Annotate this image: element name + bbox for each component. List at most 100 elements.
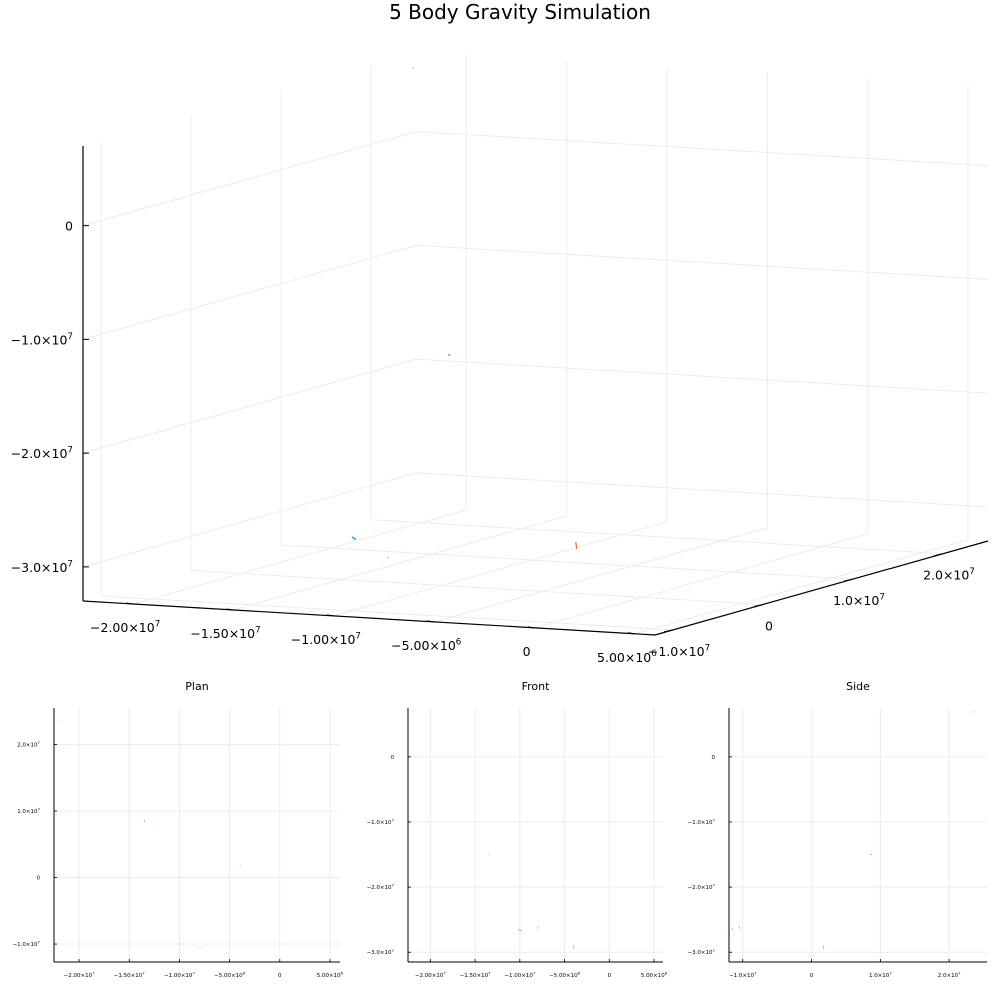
x-axis-line xyxy=(82,600,656,636)
front-title: Front xyxy=(522,680,551,693)
side-y-tick-label-1-exponent: 7 xyxy=(713,883,716,888)
front-y-tick-label-1-exponent: 7 xyxy=(392,883,395,888)
z-grid-back-0 xyxy=(415,472,989,508)
x-grid-floor-3 xyxy=(434,527,768,623)
z-grid-back-3 xyxy=(415,131,989,167)
body-trail-3d-2 xyxy=(575,542,578,550)
plan-title: Plan xyxy=(185,680,208,693)
side-y-tick-label-0: −3.0×107 xyxy=(688,948,716,956)
z-grid-back-1 xyxy=(415,358,989,394)
x-tick-mark-1 xyxy=(226,608,234,611)
y-grid-floor-1 xyxy=(190,570,764,606)
y-tick-label-3: 2.0×107 xyxy=(923,567,975,583)
side-body-trail-4 xyxy=(972,711,975,713)
front-y-tick-label-0-exponent: 7 xyxy=(392,948,395,953)
front-body-trail-1 xyxy=(517,929,522,932)
front-x-tick-label-5-exponent: 6 xyxy=(665,971,668,976)
front-x-tick-label-2: −1.00×107 xyxy=(504,971,535,979)
figure-title: 5 Body Gravity Simulation xyxy=(389,0,651,24)
y-tick-mark-2 xyxy=(843,578,854,582)
plan-body-trail-4 xyxy=(58,719,60,721)
front-x-tick-label-5: 5.00×106 xyxy=(641,971,668,979)
y-tick-label-2-exponent: 7 xyxy=(879,592,885,602)
front-y-tick-label-1: −2.0×107 xyxy=(367,883,395,891)
front-x-tick-label-3-exponent: 6 xyxy=(578,971,581,976)
z-tick-label-0: −3.0×107 xyxy=(11,559,73,575)
front-x-tick-label-1-exponent: 7 xyxy=(488,971,491,976)
plan-y-tick-label-0-exponent: 7 xyxy=(38,940,41,945)
plan-y-tick-label-2-exponent: 7 xyxy=(38,807,41,812)
x-tick-mark-2 xyxy=(326,614,334,617)
front-y-tick-label-0: −3.0×107 xyxy=(367,948,395,956)
plan-y-tick-label-1: 0 xyxy=(37,876,41,882)
z-grid-side-2 xyxy=(82,244,417,340)
z-grid-back-2 xyxy=(415,244,989,280)
y-tick-mark-0 xyxy=(663,629,674,633)
front-y-tick-label-3: 0 xyxy=(391,755,395,761)
plan-x-tick-label-0: −2.00×107 xyxy=(64,971,95,979)
y-tick-label-0: −1.0×107 xyxy=(648,643,710,659)
plan-y-tick-label-0: −1.0×107 xyxy=(13,940,41,948)
y-grid-floor-2 xyxy=(280,544,854,580)
side-body-trail-2 xyxy=(822,944,825,950)
plan-y-tick-label-3-exponent: 7 xyxy=(38,740,41,745)
side-y-tick-label-3: 0 xyxy=(712,755,716,761)
front-x-tick-label-3: −5.00×106 xyxy=(549,971,580,979)
x-tick-label-3: −5.00×106 xyxy=(391,637,462,653)
y-axis-line xyxy=(654,540,989,636)
plan-panel: Plan −2.00×107 −1.50×107 −1.00×107 −5.00×106… xyxy=(13,680,344,979)
x-tick-label-0-exponent: 7 xyxy=(155,619,161,629)
side-y-tick-label-2-exponent: 7 xyxy=(713,817,716,822)
z-tick-label-0-exponent: 7 xyxy=(67,559,73,569)
main-3d-plot: −2.00×107 −1.50×107 −1.00×107 −5.00×106 0 5.0… xyxy=(11,54,989,665)
plan-x-tick-label-2: −1.00×107 xyxy=(164,971,195,979)
x-grid-floor-0 xyxy=(133,509,467,605)
x-tick-label-1: −1.50×107 xyxy=(190,625,260,641)
front-y-tick-label-2: −1.0×107 xyxy=(367,817,395,825)
side-x-tick-label-3: 2.0×107 xyxy=(938,971,961,979)
z-tick-label-2-exponent: 7 xyxy=(67,332,73,342)
y-tick-mark-3 xyxy=(933,553,944,557)
front-x-tick-label-4: 0 xyxy=(608,973,612,979)
side-x-tick-label-2: 1.0×107 xyxy=(869,971,892,979)
side-x-tick-label-0: −1.0×107 xyxy=(729,971,757,979)
x-grid-floor-1 xyxy=(233,515,567,611)
front-y-tick-label-2-exponent: 7 xyxy=(392,817,395,822)
x-tick-mark-5 xyxy=(627,632,636,635)
y-tick-label-1: 0 xyxy=(765,619,773,634)
x-tick-label-4: 0 xyxy=(523,644,531,659)
plan-x-tick-label-5-exponent: 6 xyxy=(341,971,344,976)
plan-y-tick-label-2: 1.0×107 xyxy=(17,807,40,815)
y-tick-label-2: 1.0×107 xyxy=(833,592,885,608)
plan-x-tick-label-4: 0 xyxy=(278,973,282,979)
z-grid-side-3 xyxy=(82,131,417,227)
plan-x-tick-label-0-exponent: 7 xyxy=(92,971,95,976)
plan-x-tick-label-1-exponent: 7 xyxy=(142,971,145,976)
plan-x-tick-label-5: 5.00×106 xyxy=(317,971,344,979)
front-panel: Front −2.00×107 −1.50×107 −1.00×107 −5.00×10… xyxy=(367,680,668,979)
front-x-tick-label-1: −1.50×107 xyxy=(460,971,491,979)
x-tick-label-5-exponent: 6 xyxy=(651,649,657,659)
y-tick-label-3-exponent: 7 xyxy=(969,567,975,577)
x-tick-label-1-exponent: 7 xyxy=(255,625,261,635)
x-tick-label-3-exponent: 6 xyxy=(456,637,462,647)
x-tick-label-2-exponent: 7 xyxy=(355,631,361,641)
z-tick-label-2: −1.0×107 xyxy=(11,332,73,348)
plan-y-tick-label-3: 2.0×107 xyxy=(17,740,40,748)
x-tick-mark-0 xyxy=(126,602,134,605)
plan-x-tick-label-3-exponent: 6 xyxy=(243,971,246,976)
x-tick-label-2: −1.00×107 xyxy=(291,631,361,647)
x-tick-label-5: 5.00×106 xyxy=(597,649,657,665)
x-tick-label-0: −2.00×107 xyxy=(90,619,160,635)
x-tick-mark-3 xyxy=(427,620,435,623)
y-grid-floor-3 xyxy=(370,519,944,555)
side-y-tick-label-1: −2.0×107 xyxy=(688,883,716,891)
z-grid-side-0 xyxy=(82,472,417,568)
y-grid-floor-0 xyxy=(100,595,674,631)
y-tick-label-0-exponent: 7 xyxy=(705,643,711,653)
x-tick-mark-4 xyxy=(527,626,535,629)
x-grid-floor-2 xyxy=(333,521,668,617)
side-panel: Side −1.0×107 0 1.0×107 2.0×107 −3.0×107 −2.0×… xyxy=(688,680,987,979)
front-x-tick-label-2-exponent: 7 xyxy=(533,971,536,976)
